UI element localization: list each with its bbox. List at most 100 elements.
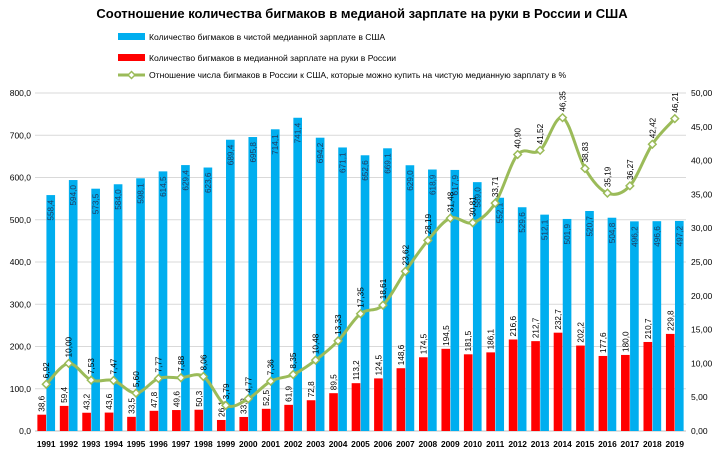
data-label-ratio: 41,52 — [536, 123, 545, 144]
x-tick-label: 1994 — [104, 439, 123, 449]
left-tick-label: 800,0 — [10, 88, 32, 98]
bar-russia — [665, 333, 675, 431]
data-label-russia: 72,8 — [307, 381, 316, 397]
right-tick-label: 50,00 — [691, 88, 713, 98]
ratio-marker — [153, 373, 164, 384]
ratio-marker — [580, 163, 590, 174]
data-label-usa: 741,4 — [294, 122, 303, 143]
data-label-russia: 180,0 — [621, 331, 630, 352]
x-tick-label: 2003 — [306, 439, 325, 449]
data-label-usa: 501,9 — [563, 224, 572, 245]
data-label-usa: 529,6 — [518, 212, 527, 233]
data-label-russia: 52,5 — [262, 389, 271, 405]
data-label-russia: 113,2 — [352, 360, 361, 380]
bar-usa — [203, 167, 213, 432]
x-tick-label: 2004 — [329, 439, 348, 449]
data-label-usa: 594,0 — [69, 185, 78, 206]
data-label-russia: 49,6 — [172, 391, 181, 407]
data-label-usa: 497,2 — [675, 225, 684, 246]
bar-usa — [113, 184, 123, 431]
data-label-ratio: 46,21 — [671, 92, 680, 113]
x-tick-label: 2018 — [643, 439, 662, 449]
data-label-russia: 38,6 — [38, 395, 47, 411]
left-tick-label: 0,0 — [19, 426, 31, 436]
x-tick-label: 2015 — [576, 439, 595, 449]
bar-russia — [441, 348, 451, 431]
bar-usa — [226, 139, 235, 431]
left-axis: 0,0 100,0 200,0 300,0 400,0 500,0 600,0 700,0 80… — [10, 88, 32, 436]
data-label-usa: 504,8 — [608, 222, 617, 243]
bar-usa — [562, 218, 572, 431]
data-label-usa: 695,8 — [249, 142, 258, 163]
bar-usa — [293, 117, 302, 432]
x-tick-label: 1993 — [82, 439, 101, 449]
data-label-russia: 59,4 — [60, 387, 69, 403]
data-label-ratio: 28,19 — [424, 214, 433, 235]
x-tick-label: 2010 — [463, 439, 482, 449]
ratio-marker — [490, 198, 501, 208]
x-tick-label: 2014 — [553, 439, 572, 449]
bar-usa — [91, 188, 100, 431]
data-label-russia: 194,5 — [442, 325, 451, 346]
x-tick-label: 2001 — [261, 439, 280, 449]
data-label-usa: 629,0 — [406, 170, 415, 191]
bar-russia — [239, 416, 249, 431]
bar-usa — [158, 171, 168, 431]
data-label-usa: 669,1 — [383, 153, 392, 174]
ratio-marker — [220, 400, 231, 411]
data-label-russia: 33,5 — [127, 397, 136, 413]
bar-russia — [419, 357, 428, 431]
bar-usa — [517, 207, 527, 431]
ratio-marker — [333, 336, 343, 346]
data-label-russia: 202,2 — [576, 322, 585, 343]
ratio-marker — [288, 369, 299, 380]
data-label-ratio: 3,79 — [222, 383, 231, 399]
data-label-russia: 61,9 — [285, 385, 294, 401]
right-axis: 0,00 5,00 10,00 15,00 20,00 25,00 30,00 35,00 40… — [691, 88, 713, 436]
x-tick-label: 2002 — [284, 439, 303, 449]
bar-russia — [508, 339, 518, 431]
right-tick-label: 15,00 — [691, 325, 713, 335]
x-tick-label: 2013 — [531, 439, 550, 449]
bar-usa — [405, 165, 415, 431]
data-label-usa: 652,6 — [361, 160, 370, 181]
right-tick-label: 0,00 — [691, 426, 708, 436]
data-label-russia: 210,7 — [644, 318, 653, 339]
bar-russia — [284, 404, 293, 431]
bar-usa — [383, 148, 392, 432]
data-label-usa: 598,1 — [137, 183, 146, 204]
data-label-ratio: 7,47 — [110, 358, 119, 374]
ratio-marker — [63, 358, 74, 369]
data-label-usa: 512,1 — [541, 219, 550, 240]
ratio-marker — [355, 308, 366, 319]
bar-russia — [351, 383, 361, 431]
x-tick-label: 2019 — [665, 439, 684, 449]
data-label-usa: 573,5 — [92, 193, 101, 214]
data-label-ratio: 42,42 — [648, 117, 657, 138]
data-label-ratio: 7,77 — [154, 356, 163, 372]
x-tick-label: 2011 — [486, 439, 505, 449]
bar-russia — [463, 354, 473, 431]
bar-usa — [450, 169, 460, 431]
legend-swatch-usa — [118, 33, 145, 40]
bar-russia — [82, 412, 91, 431]
data-label-usa: 617,9 — [451, 175, 460, 196]
ratio-marker — [512, 149, 523, 160]
bar-usa — [428, 169, 437, 431]
ratio-marker — [625, 180, 635, 191]
bar-russia — [374, 378, 383, 431]
x-tick-label: 2017 — [621, 439, 640, 449]
data-label-usa: 623,6 — [204, 172, 213, 193]
bar-usa — [540, 214, 549, 431]
left-tick-label: 500,0 — [10, 215, 32, 225]
bar-russia — [216, 419, 226, 431]
series-ratio-labels: 6,92 10,00 7,53 7,47 5,60 7,77 7,88 8,06 3,79 4,7… — [42, 91, 680, 400]
data-label-russia: 216,6 — [509, 316, 518, 337]
data-label-ratio: 31,48 — [446, 191, 455, 212]
x-tick-label: 1991 — [37, 439, 56, 449]
ratio-marker — [669, 113, 680, 124]
bar-russia — [149, 410, 159, 431]
data-label-usa: 714,1 — [271, 134, 280, 155]
x-tick-label: 2006 — [374, 439, 393, 449]
left-tick-label: 400,0 — [10, 257, 32, 267]
